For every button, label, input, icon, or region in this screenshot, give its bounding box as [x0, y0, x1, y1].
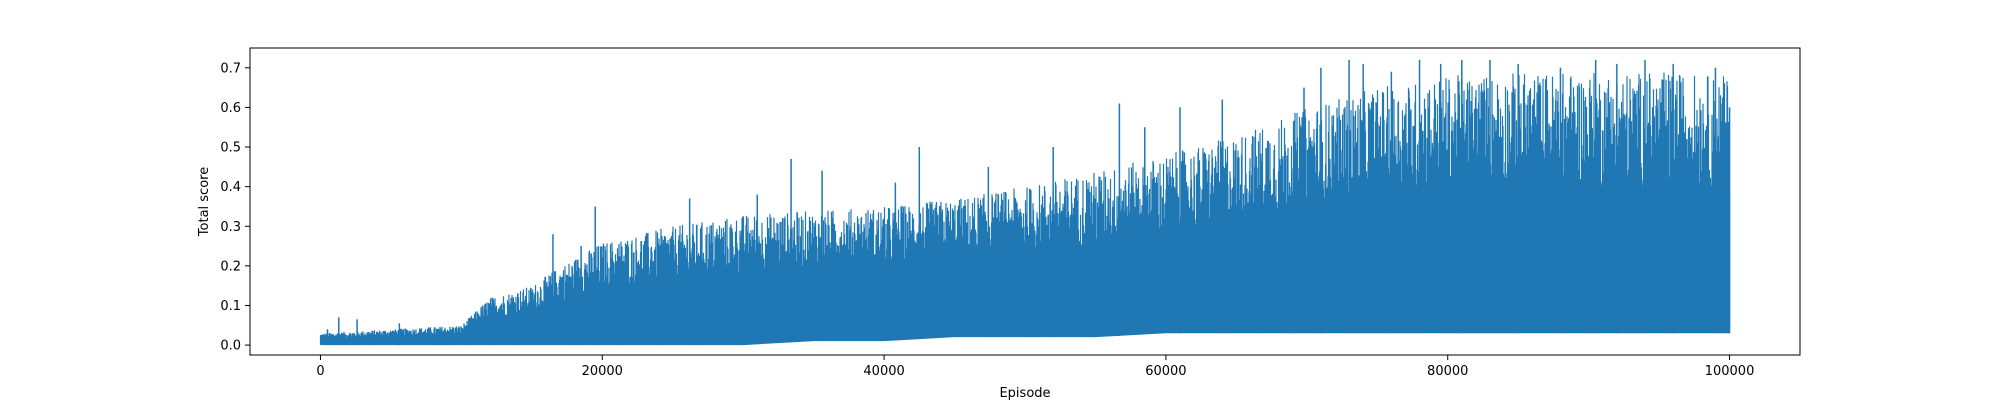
y-tick-label: 0.1: [220, 299, 241, 314]
x-tick-label: 100000: [1705, 364, 1755, 379]
y-tick-label: 0.0: [220, 339, 241, 354]
score-band: [320, 189, 1730, 346]
axes-frame: [249, 47, 1801, 356]
y-tick-label: 0.7: [220, 61, 241, 76]
y-tick-label: 0.2: [220, 259, 241, 274]
x-tick-label: 20000: [582, 364, 623, 379]
x-tick-label: 60000: [1145, 364, 1186, 379]
y-tick-label: 0.5: [220, 141, 241, 156]
x-tick-label: 80000: [1427, 364, 1468, 379]
x-tick-label: 40000: [863, 364, 904, 379]
y-tick-label: 0.3: [220, 220, 241, 235]
x-axis-ticks: 0 20000 40000 60000 80000 100000: [316, 355, 1754, 379]
y-axis-ticks: 0.0 0.1 0.2 0.3 0.4 0.5 0.6 0.7: [220, 61, 250, 354]
y-axis-label: Total score: [197, 167, 212, 237]
x-tick-label: 0: [316, 364, 324, 379]
y-tick-label: 0.6: [220, 101, 241, 116]
plot-area: [319, 59, 1731, 346]
y-tick-label: 0.4: [220, 180, 241, 195]
x-axis-label: Episode: [999, 386, 1050, 400]
